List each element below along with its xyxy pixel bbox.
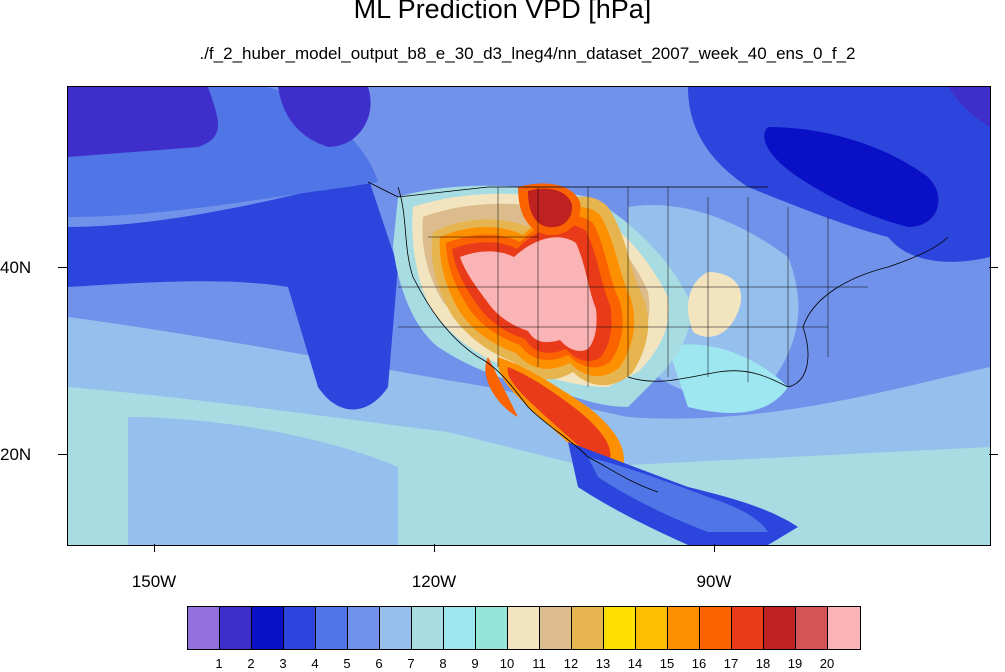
colorbar-swatch	[764, 607, 796, 649]
lat-tick	[58, 454, 67, 455]
colorbar-swatch	[412, 607, 444, 649]
lon-tick	[434, 544, 435, 552]
colorbar-label: 5	[343, 656, 351, 671]
colorbar	[187, 606, 861, 650]
colorbar-label: 8	[439, 656, 447, 671]
field-mexico-red	[507, 367, 611, 462]
vpd-field	[68, 87, 990, 545]
colorbar-label: 20	[819, 656, 835, 671]
field-ne-violet	[948, 87, 990, 127]
colorbar-label: 1	[215, 656, 223, 671]
lat-tick	[989, 267, 998, 268]
colorbar-swatch	[188, 607, 220, 649]
colorbar-swatch	[220, 607, 252, 649]
lon-label-150w: 150W	[131, 572, 177, 591]
colorbar-label: 3	[279, 656, 287, 671]
field-pacific-dark	[68, 177, 398, 410]
colorbar-label: 16	[691, 656, 707, 671]
colorbar-swatch	[828, 607, 860, 649]
colorbar-swatch	[252, 607, 284, 649]
colorbar-swatch	[732, 607, 764, 649]
colorbar-swatch	[316, 607, 348, 649]
field-ne-deepest	[764, 127, 939, 227]
colorbar-label: 6	[375, 656, 383, 671]
lat-tick	[58, 267, 67, 268]
field-north-core	[528, 188, 573, 228]
colorbar-swatch	[636, 607, 668, 649]
field-alaska-violet	[278, 87, 371, 147]
colorbar-swatch	[284, 607, 316, 649]
field-smex-mid	[588, 457, 768, 532]
lat-label-40n: 40N	[0, 258, 32, 277]
colorbar-swatch	[540, 607, 572, 649]
colorbar-swatch	[796, 607, 828, 649]
coastlines	[367, 181, 949, 493]
field-baja	[485, 357, 518, 417]
colorbar-swatch	[444, 607, 476, 649]
colorbar-swatch	[508, 607, 540, 649]
colorbar-label: 2	[247, 656, 255, 671]
lat-tick	[989, 454, 998, 455]
colorbar-label: 14	[627, 656, 643, 671]
colorbar-swatch	[380, 607, 412, 649]
colorbar-label: 13	[595, 656, 611, 671]
state-borders	[398, 187, 868, 387]
colorbar-label: 17	[723, 656, 739, 671]
map-subtitle: ./f_2_huber_model_output_b8_e_30_d3_lneg…	[199, 44, 856, 63]
vpd-map	[67, 86, 991, 546]
colorbar-label: 15	[659, 656, 675, 671]
colorbar-swatch	[348, 607, 380, 649]
lat-label-20n: 20N	[0, 445, 32, 464]
colorbar-swatch	[604, 607, 636, 649]
colorbar-label: 18	[755, 656, 771, 671]
field-east-tan	[688, 272, 742, 337]
field-pink	[460, 237, 597, 351]
colorbar-label: 11	[532, 656, 546, 671]
colorbar-swatch	[476, 607, 508, 649]
map-title: ML Prediction VPD [hPa]	[353, 0, 652, 24]
colorbar-label: 19	[787, 656, 803, 671]
colorbar-label: 12	[563, 656, 579, 671]
colorbar-swatch	[572, 607, 604, 649]
colorbar-swatch	[668, 607, 700, 649]
lon-label-90w: 90W	[696, 572, 732, 591]
lon-tick	[714, 544, 715, 552]
field-south-pocket	[128, 417, 398, 545]
field-se-cyan	[668, 344, 788, 413]
colorbar-label: 4	[311, 656, 319, 671]
lon-label-120w: 120W	[411, 572, 457, 591]
lon-tick	[154, 544, 155, 552]
colorbar-swatch	[700, 607, 732, 649]
field-nw-violet	[68, 87, 218, 157]
colorbar-label: 9	[471, 656, 479, 671]
colorbar-label: 7	[407, 656, 415, 671]
colorbar-label: 10	[499, 656, 515, 671]
